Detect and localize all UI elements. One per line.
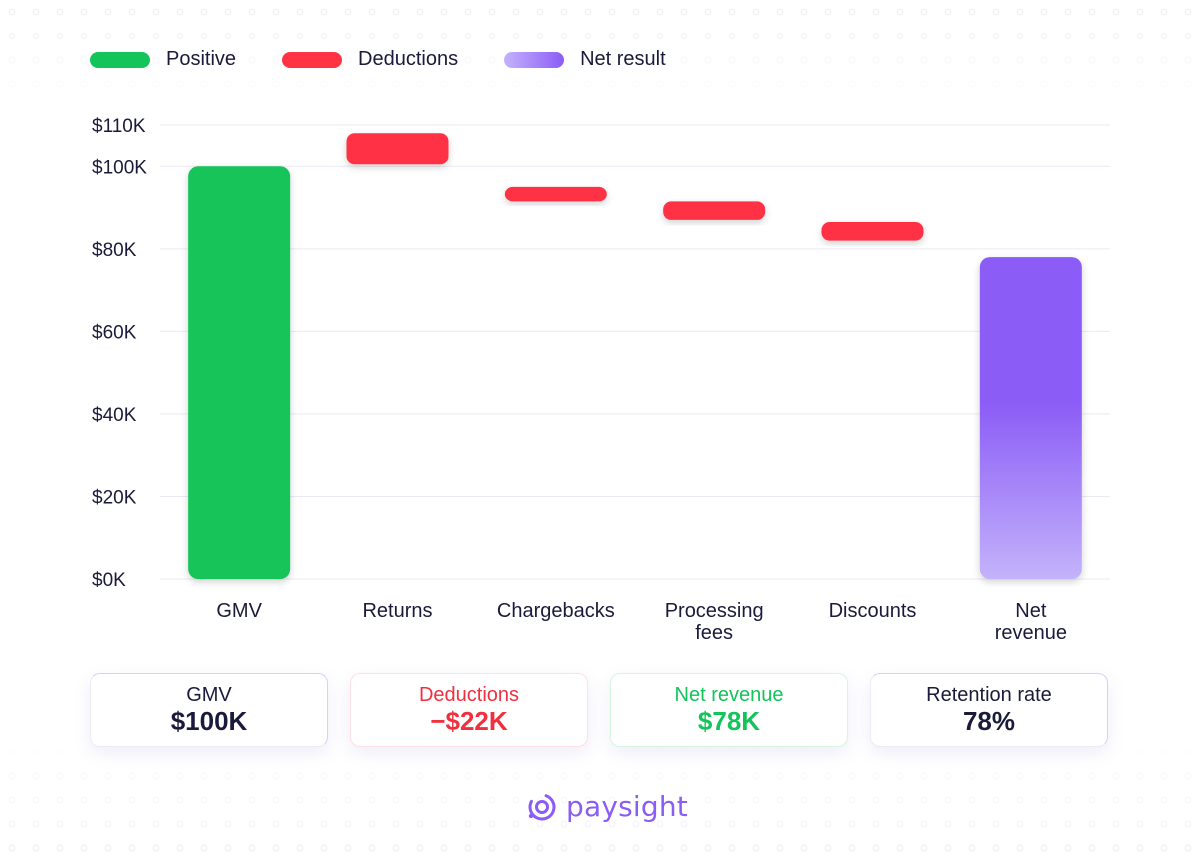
brand-footer: paysight [526,790,688,823]
bar-discounts [821,221,924,241]
x-category-label: Net revenue [995,600,1067,644]
x-category-label: Discounts [829,600,917,622]
x-category-label-line: Chargebacks [497,600,615,622]
brand-name: paysight [566,790,688,823]
y-tick-label: $20K [92,487,137,508]
y-tick-label: $110K [92,116,146,137]
summary-card-deductions-value: −$22K [430,706,508,736]
summary-card-gmv-title: GMV [186,684,232,706]
summary-card-gmv-value: $100K [170,706,248,736]
summary-card-deductions: Deductions −$22K [350,673,588,747]
summary-card-retention-rate: Retention rate 78% [870,673,1108,747]
summary-card-retention-title: Retention rate [926,684,1052,706]
x-category-label: Processing fees [665,600,764,644]
x-category-label-line: Returns [362,600,432,622]
summary-card-net-revenue-value: $78K [697,706,761,736]
legend-label-deductions: Deductions [358,48,459,70]
summary-cards: GMV $100K Deductions −$22K Net revenue $… [90,673,1108,747]
summary-card-net-revenue: Net revenue $78K [610,673,848,747]
y-tick-label: $40K [92,405,137,426]
y-tick-label: $60K [92,322,137,343]
y-axis-tick-labels: $0K $20K $40K $60K $80K $100K $110K [92,116,147,591]
legend-item-positive: Positive [90,48,236,71]
bar-net-revenue [979,257,1082,579]
legend-label-net-result: Net result [580,48,666,70]
x-category-label-line: Net [1015,600,1047,622]
x-category-label: Returns [362,600,432,622]
bar-processing-fees [663,201,766,220]
summary-card-retention-value: 78% [962,706,1016,736]
x-category-label-line: revenue [995,622,1067,644]
y-tick-label: $100K [92,157,147,178]
y-tick-label: $0K [92,570,126,591]
paysight-logo-icon [528,793,556,820]
summary-card-deductions-title: Deductions [418,684,520,706]
bar-chargebacks [504,186,607,202]
bar-gmv [188,166,291,580]
x-category-label: GMV [216,600,262,622]
x-axis-category-labels: GMV Returns Chargebacks Processing fees Disco… [216,600,1067,644]
x-category-label-line: Processing [665,600,764,622]
chart-legend: Positive Deductions Net result [90,48,712,71]
x-category-label-line: Discounts [829,600,917,622]
legend-swatch-net-result [504,51,565,68]
legend-swatch-deductions [282,51,343,68]
waterfall-bars [188,133,1082,580]
legend-item-deductions: Deductions [282,48,458,71]
grid-lines [160,124,1110,580]
legend-label-positive: Positive [166,48,237,70]
legend-item-net-result: Net result [504,48,666,71]
legend-swatch-positive [90,51,150,68]
waterfall-chart: $0K $20K $40K $60K $80K $100K $110K GMV Returns… [92,116,1110,644]
y-tick-label: $80K [92,240,137,261]
summary-card-net-revenue-title: Net revenue [674,684,784,706]
x-category-label: Chargebacks [497,600,615,622]
x-category-label-line: fees [695,622,733,644]
x-category-label-line: GMV [216,600,262,622]
summary-card-gmv: GMV $100K [90,673,328,747]
bar-returns [346,133,449,165]
